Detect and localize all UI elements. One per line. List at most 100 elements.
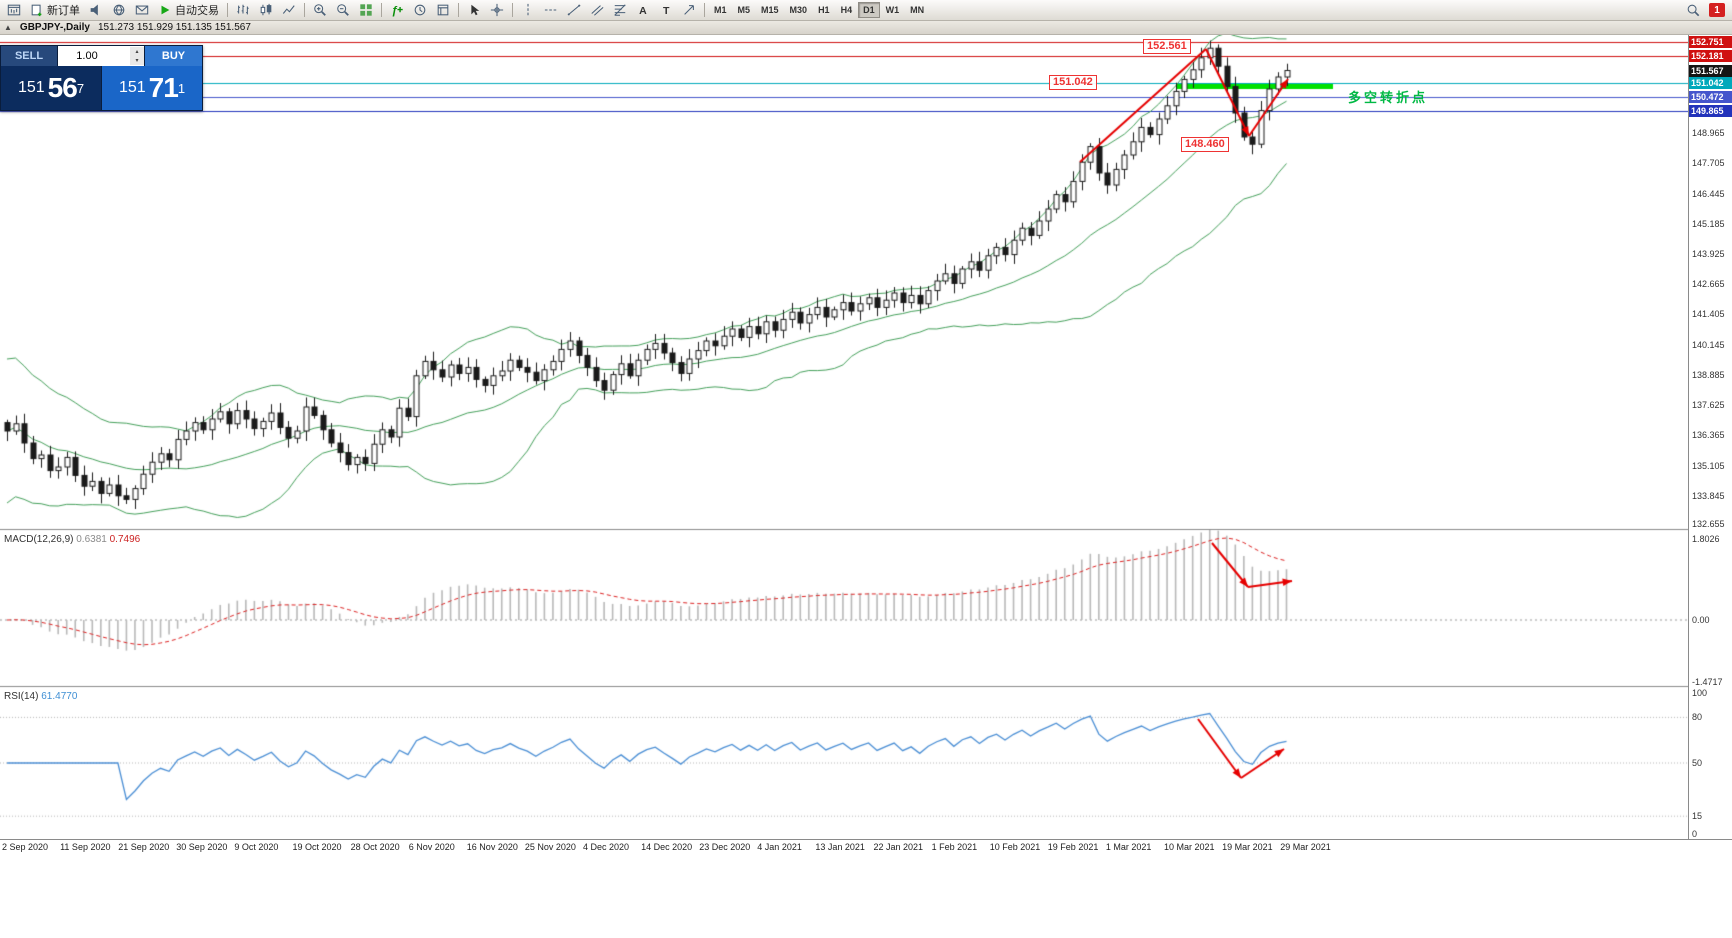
fibonacci-tool-button[interactable] bbox=[609, 1, 631, 19]
ask-prefix: 151 bbox=[118, 79, 146, 96]
community-button[interactable] bbox=[108, 1, 130, 19]
macd-axis-tick: 0.00 bbox=[1692, 615, 1710, 625]
timeframe-h4-button[interactable]: H4 bbox=[836, 2, 858, 18]
timeframe-h1-button[interactable]: H1 bbox=[813, 2, 835, 18]
crosshair-tool-button[interactable] bbox=[486, 1, 508, 19]
zoom-out-button[interactable] bbox=[332, 1, 354, 19]
rsi-axis-tick: 80 bbox=[1692, 712, 1703, 723]
date-label: 16 Nov 2020 bbox=[466, 842, 518, 852]
bid-point-digit: 7 bbox=[76, 80, 85, 96]
price-axis[interactable]: 152.751 152.181 151.567 151.042 150.472 149.8… bbox=[1688, 35, 1732, 839]
rsi-axis-tick: 50 bbox=[1692, 758, 1703, 768]
macd-signal-value: 0.7496 bbox=[109, 534, 141, 545]
macd-indicator-label: MACD(12,26,9) 0.6381 0.7496 bbox=[4, 534, 140, 545]
hline-icon bbox=[544, 3, 558, 17]
date-label: 21 Sep 2020 bbox=[118, 842, 170, 852]
rsi-axis-tick: 100 bbox=[1692, 688, 1708, 698]
label-tool-button[interactable] bbox=[655, 1, 677, 19]
collapse-chart-icon[interactable]: ▲ bbox=[4, 23, 12, 32]
notification-badge[interactable]: 1 bbox=[1709, 3, 1725, 17]
date-label: 29 Mar 2021 bbox=[1280, 842, 1331, 852]
globe-icon bbox=[112, 3, 126, 17]
price-axis-marker: 151.042 bbox=[1689, 77, 1732, 90]
alerts-button[interactable] bbox=[85, 1, 107, 19]
zoom-in-button[interactable] bbox=[309, 1, 331, 19]
price-axis-tick: 132.655 bbox=[1692, 519, 1725, 529]
timeframe-w1-button[interactable]: W1 bbox=[881, 2, 905, 18]
arrowtool-icon bbox=[682, 3, 696, 17]
date-label: 10 Feb 2021 bbox=[989, 842, 1041, 852]
sell-button[interactable]: SELL bbox=[1, 46, 57, 66]
periods-button[interactable] bbox=[409, 1, 431, 19]
trendline-tool-button[interactable] bbox=[563, 1, 585, 19]
time-axis[interactable]: 2 Sep 2020 11 Sep 2020 21 Sep 2020 30 Sep 2… bbox=[0, 839, 1732, 855]
date-label: 13 Jan 2021 bbox=[815, 842, 865, 852]
ask-price[interactable]: 151 71 1 bbox=[102, 66, 202, 110]
price-axis-tick: 142.665 bbox=[1692, 279, 1725, 290]
date-label: 19 Oct 2020 bbox=[292, 842, 342, 852]
timeframe-m1-button[interactable]: M1 bbox=[709, 2, 732, 18]
price-axis-tick: 143.925 bbox=[1692, 249, 1725, 259]
price-axis-tick: 141.405 bbox=[1692, 309, 1725, 320]
price-axis-marker: 149.865 bbox=[1689, 105, 1732, 118]
ask-point-digit: 1 bbox=[177, 80, 186, 96]
price-axis-tick: 138.885 bbox=[1692, 369, 1725, 380]
price-chart-canvas[interactable] bbox=[0, 35, 1688, 839]
new-chart-button[interactable] bbox=[3, 1, 25, 19]
date-label: 4 Jan 2021 bbox=[757, 842, 802, 852]
chart-symbol-period: GBPJPY-,Daily bbox=[19, 22, 90, 33]
tile-windows-button[interactable] bbox=[355, 1, 377, 19]
price-flag[interactable]: 151.042 bbox=[1049, 75, 1097, 91]
timeframe-m15-button[interactable]: M15 bbox=[756, 2, 784, 18]
horizontal-line-tool-button[interactable] bbox=[540, 1, 562, 19]
volume-input[interactable] bbox=[58, 47, 116, 65]
bars-icon bbox=[236, 3, 250, 17]
date-label: 14 Dec 2020 bbox=[641, 842, 693, 852]
templates-button[interactable] bbox=[432, 1, 454, 19]
volume-up-button[interactable]: ▴ bbox=[130, 47, 144, 56]
candles-icon bbox=[259, 3, 273, 17]
timeframe-mn-button[interactable]: MN bbox=[905, 2, 929, 18]
price-axis-marker: 151.567 bbox=[1689, 64, 1732, 77]
auto-trading-button-label: 自动交易 bbox=[175, 5, 219, 17]
arrow-tool-button[interactable] bbox=[678, 1, 700, 19]
line-mode-button[interactable] bbox=[278, 1, 300, 19]
inbox-button[interactable] bbox=[131, 1, 153, 19]
text-tool-button[interactable] bbox=[632, 1, 654, 19]
timeframe-m5-button[interactable]: M5 bbox=[733, 2, 756, 18]
tile-icon bbox=[359, 3, 373, 17]
indicators-button[interactable] bbox=[386, 1, 408, 19]
bars-mode-button[interactable] bbox=[232, 1, 254, 19]
date-label: 30 Sep 2020 bbox=[176, 842, 228, 852]
bid-price[interactable]: 151 56 7 bbox=[1, 66, 102, 110]
search-button[interactable] bbox=[1682, 1, 1704, 19]
price-axis-tick: 135.105 bbox=[1692, 460, 1725, 471]
buy-button[interactable]: BUY bbox=[145, 46, 202, 66]
volume-down-button[interactable]: ▾ bbox=[130, 56, 144, 65]
toolbar-separator bbox=[227, 3, 228, 17]
price-axis-tick: 146.445 bbox=[1692, 188, 1725, 199]
channel-tool-button[interactable] bbox=[586, 1, 608, 19]
vline-icon bbox=[521, 3, 535, 17]
timeframe-d1-button[interactable]: D1 bbox=[858, 2, 880, 18]
new-order-button[interactable]: 新订单 bbox=[26, 1, 84, 19]
rsi-indicator-label: RSI(14) 61.4770 bbox=[4, 691, 77, 702]
auto-trading-button[interactable]: 自动交易 bbox=[154, 1, 223, 19]
toolbar-buttons: 新订单 自动交易 M1 M5 M15 M30 H1 H4 D1 W1 MN bbox=[3, 1, 929, 19]
plus-icon bbox=[30, 3, 44, 17]
trendline-icon bbox=[567, 3, 581, 17]
turning-point-note[interactable]: 多空转折点 bbox=[1348, 90, 1429, 105]
price-flag[interactable]: 152.561 bbox=[1143, 38, 1191, 54]
cursor-tool-button[interactable] bbox=[463, 1, 485, 19]
timeframe-m30-button[interactable]: M30 bbox=[785, 2, 813, 18]
clock-icon bbox=[413, 3, 427, 17]
price-flag[interactable]: 148.460 bbox=[1181, 137, 1229, 153]
date-label: 2 Sep 2020 bbox=[2, 842, 49, 852]
rsi-name: RSI(14) bbox=[4, 691, 39, 702]
date-label: 25 Nov 2020 bbox=[524, 842, 576, 852]
cursor-icon bbox=[467, 3, 481, 17]
vertical-line-tool-button[interactable] bbox=[517, 1, 539, 19]
candles-mode-button[interactable] bbox=[255, 1, 277, 19]
date-label: 23 Dec 2020 bbox=[699, 842, 751, 852]
